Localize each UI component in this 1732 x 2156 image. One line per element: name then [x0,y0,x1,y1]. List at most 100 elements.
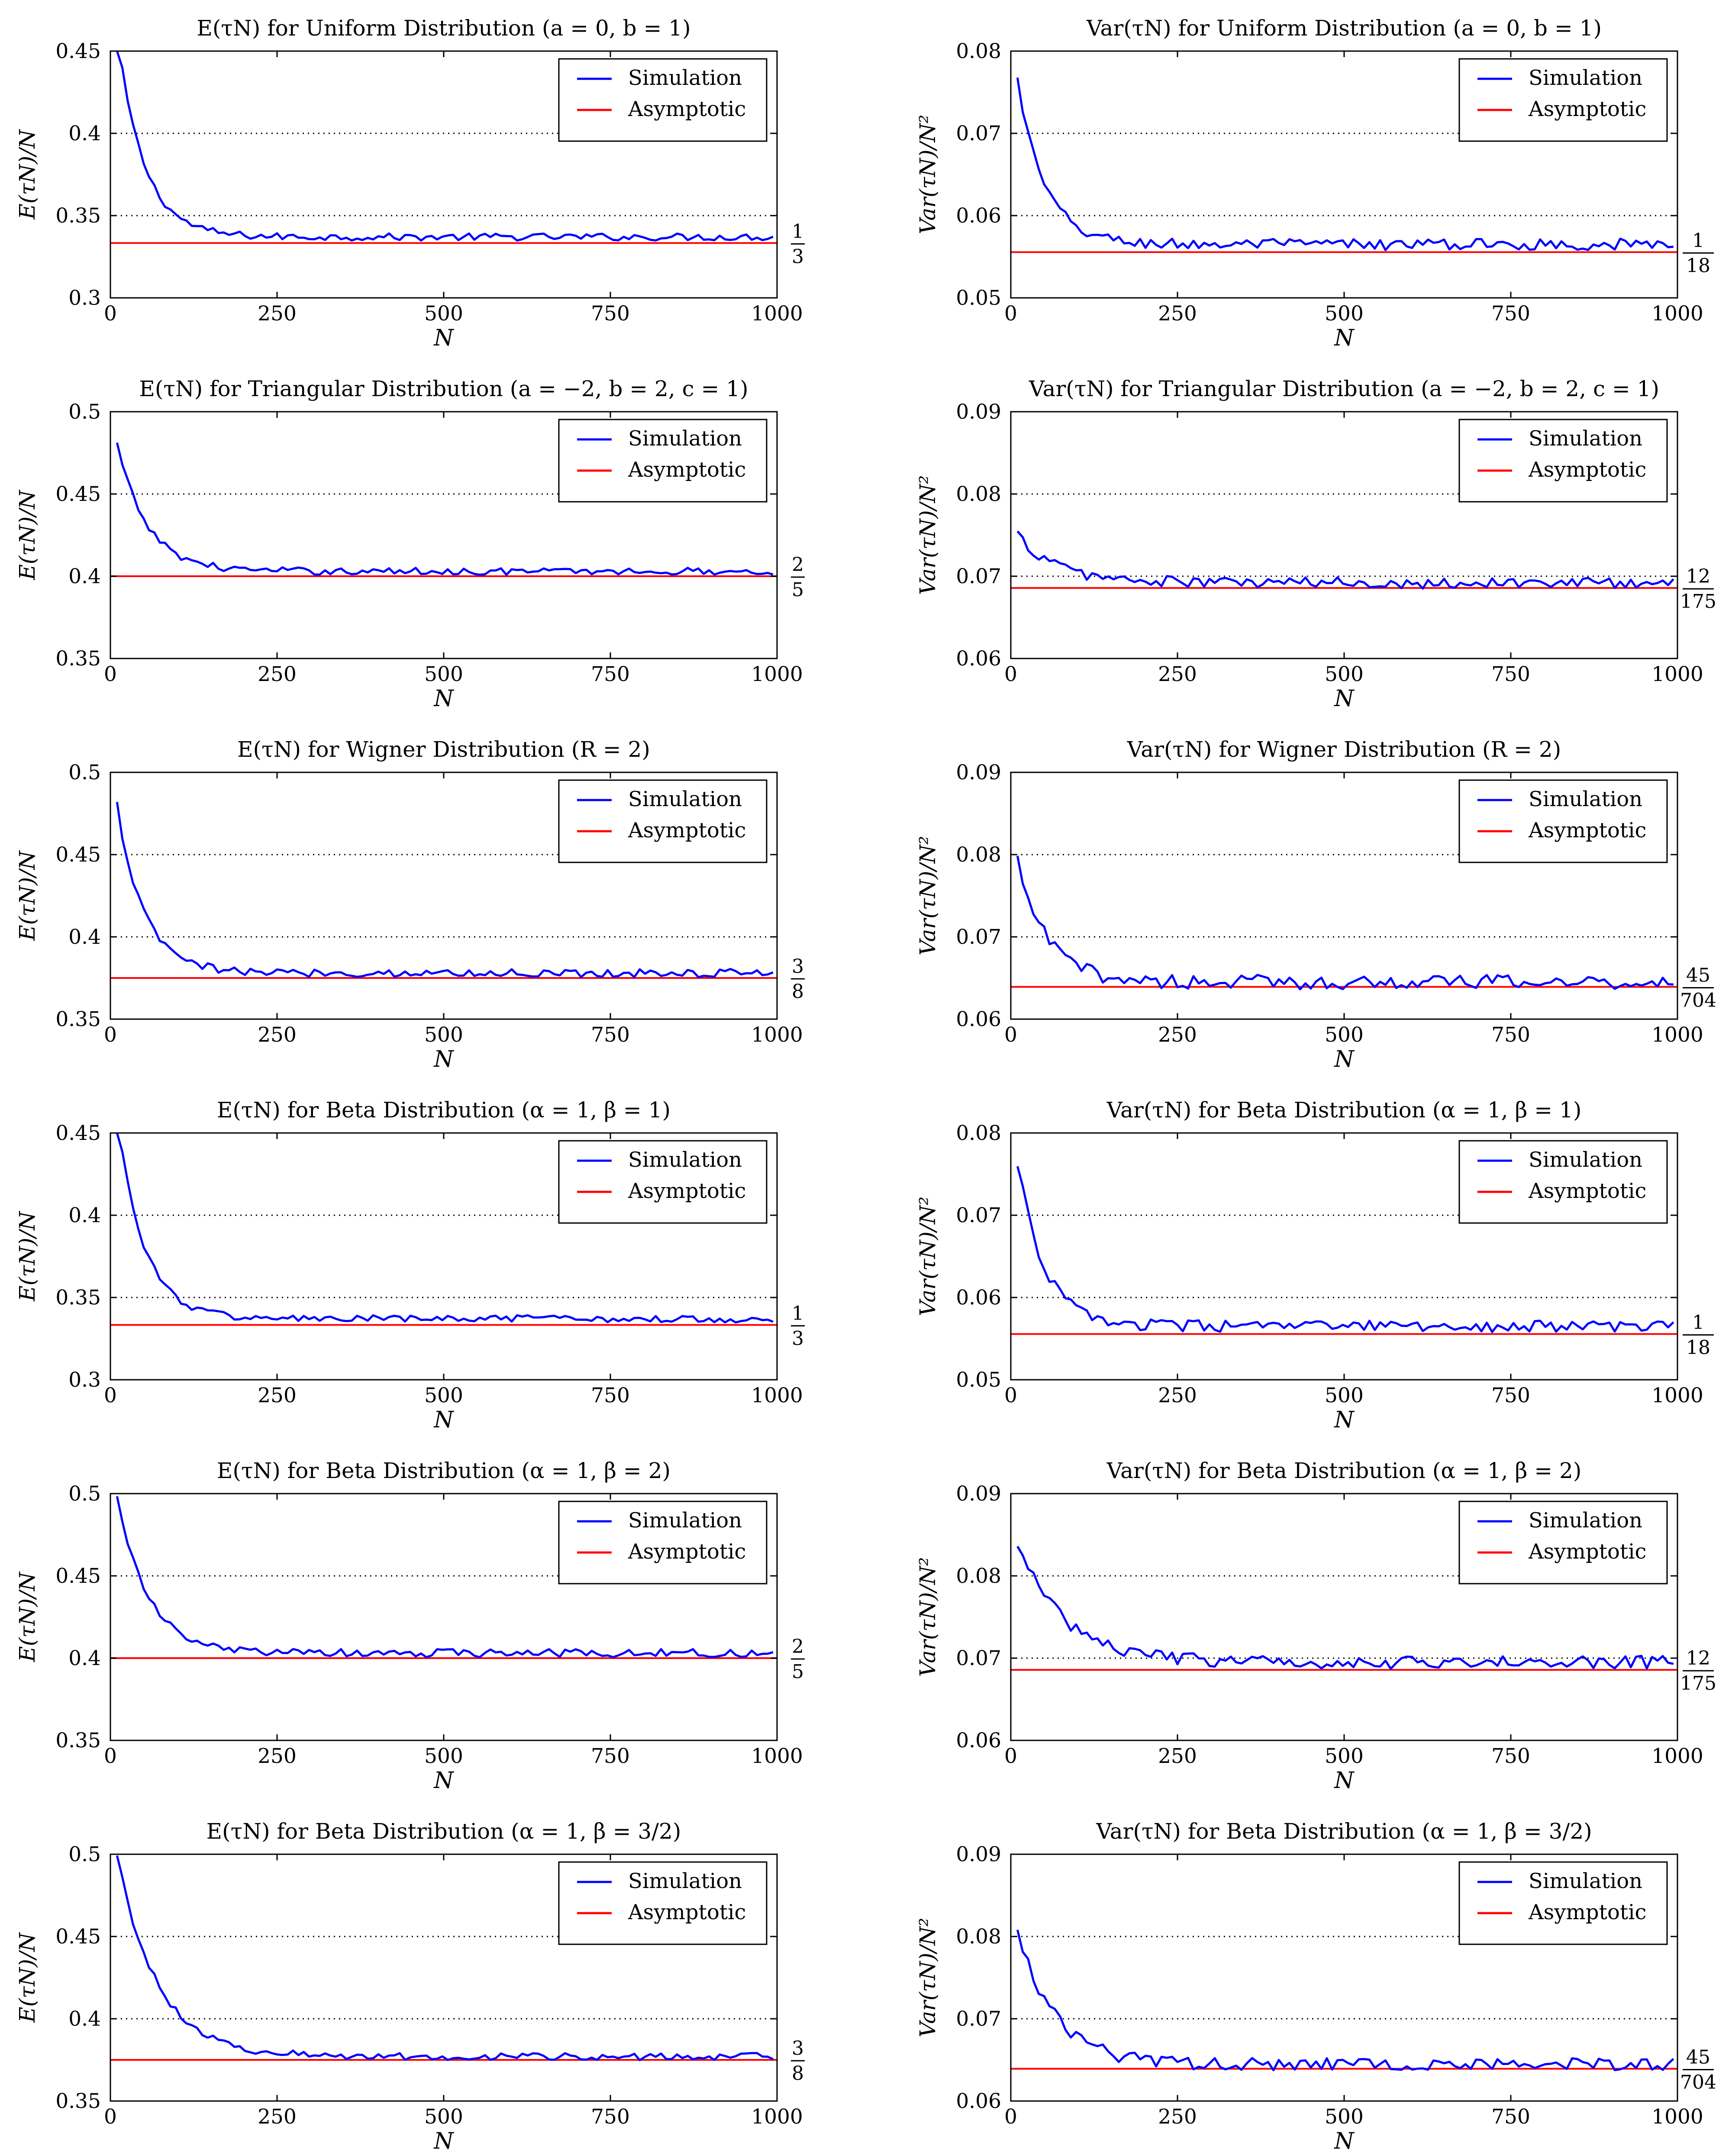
x-tick-label: 500 [1325,1744,1364,1768]
legend: Simulation Asymptotic [1458,1861,1668,1945]
simulation-line [1016,1166,1674,1333]
legend: Simulation Asymptotic [558,1501,768,1585]
x-tick-label: 1000 [1651,1384,1703,1407]
y-axis-label: Var(τN)/N² [915,1197,940,1316]
y-tick-label: 0.35 [55,647,101,671]
y-tick-label: 0.06 [956,1286,1001,1310]
x-tick-label: 750 [1491,662,1530,686]
x-tick-label: 0 [104,1744,117,1768]
asymptote-denominator: 18 [1686,255,1710,277]
x-tick-label: 500 [1325,662,1364,686]
asymptote-denominator: 3 [792,245,804,268]
chart-panel-7: E(τN) for Beta Distribution (α = 1, β = … [15,1097,805,1433]
y-tick-label: 0.45 [55,1121,101,1145]
simulation-line [116,51,774,242]
simulation-line [116,1133,774,1324]
legend-box [558,1140,768,1224]
legend-asymptotic-label: Asymptotic [628,818,746,842]
legend-asymptotic-label: Asymptotic [1528,818,1646,842]
legend-asymptotic-label: Asymptotic [1528,1179,1646,1203]
legend-simulation-label: Simulation [628,1869,742,1893]
y-tick-label: 0.05 [956,1368,1001,1392]
asymptote-denominator: 175 [1680,591,1716,613]
x-tick-label: 750 [1491,1384,1530,1407]
y-axis-label: Var(τN)/N² [915,836,940,955]
legend-box [1458,779,1668,863]
legend-box [1458,1501,1668,1585]
y-tick-label: 0.08 [956,39,1001,63]
y-tick-label: 0.09 [956,1482,1001,1506]
legend-box [558,1501,768,1585]
x-tick-label: 0 [1004,1384,1017,1407]
x-axis-label: N [433,1046,454,1072]
chart-panel-11: E(τN) for Beta Distribution (α = 1, β = … [15,1819,805,2154]
y-tick-label: 0.3 [68,1368,101,1392]
x-tick-label: 500 [424,302,463,326]
y-axis-label: Var(τN)/N² [915,1557,940,1677]
x-axis-label: N [433,1768,454,1794]
y-tick-label: 0.07 [956,1204,1001,1227]
y-tick-label: 0.4 [68,2007,101,2031]
x-tick-label: 0 [1004,302,1017,326]
y-tick-label: 0.45 [55,1564,101,1588]
chart-panel-9: E(τN) for Beta Distribution (α = 1, β = … [15,1458,805,1794]
chart-title: Var(τN) for Triangular Distribution (a =… [1029,376,1659,401]
x-tick-label: 250 [258,302,297,326]
legend-asymptotic-label: Asymptotic [1528,1540,1646,1564]
asymptote-numerator: 3 [792,955,804,978]
simulation-line [116,1855,774,2062]
chart-panel-6: Var(τN) for Wigner Distribution (R = 2) 0… [915,737,1716,1072]
simulation-line [116,1496,774,1659]
legend-asymptotic-label: Asymptotic [628,97,746,121]
x-tick-label: 1000 [751,1744,803,1768]
x-axis-label: N [1333,1768,1355,1794]
x-tick-label: 500 [424,662,463,686]
legend-simulation-label: Simulation [628,1508,742,1533]
x-tick-label: 250 [1158,1744,1197,1768]
asymptote-denominator: 8 [792,981,804,1003]
legend: Simulation Asymptotic [558,779,768,863]
chart-title: E(τN) for Wigner Distribution (R = 2) [237,737,650,762]
x-tick-label: 250 [1158,1023,1197,1047]
asymptote-numerator: 12 [1686,565,1710,587]
x-tick-label: 500 [424,1744,463,1768]
y-tick-label: 0.5 [68,400,101,424]
x-tick-label: 750 [1491,302,1530,326]
y-tick-label: 0.45 [55,39,101,63]
y-tick-label: 0.06 [956,647,1001,671]
x-axis-label: N [1333,1407,1355,1433]
y-tick-label: 0.45 [55,843,101,867]
asymptote-numerator: 1 [1692,229,1704,252]
y-tick-label: 0.09 [956,761,1001,784]
legend-box [1458,58,1668,142]
legend-asymptotic-label: Asymptotic [628,1540,746,1564]
x-axis-label: N [433,686,454,712]
x-tick-label: 0 [104,662,117,686]
chart-panel-1: E(τN) for Uniform Distribution (a = 0, b… [15,16,805,351]
y-tick-label: 0.5 [68,761,101,784]
chart-title: Var(τN) for Beta Distribution (α = 1, β … [1106,1458,1582,1483]
x-tick-label: 0 [1004,662,1017,686]
legend-simulation-label: Simulation [1529,426,1642,451]
x-tick-label: 500 [1325,1023,1364,1047]
x-tick-label: 0 [1004,1744,1017,1768]
y-tick-label: 0.06 [956,2089,1001,2113]
legend-box [1458,419,1668,503]
chart-panel-5: E(τN) for Wigner Distribution (R = 2) 0 25… [15,737,805,1072]
x-tick-label: 0 [104,1384,117,1407]
legend-asymptotic-label: Asymptotic [628,1900,746,1924]
y-tick-label: 0.07 [956,1646,1001,1670]
x-axis-label: N [433,325,454,351]
legend: Simulation Asymptotic [558,1861,768,1945]
x-tick-label: 1000 [751,1023,803,1047]
y-tick-label: 0.05 [956,286,1001,310]
x-axis-label: N [1333,2128,1355,2154]
chart-panel-8: Var(τN) for Beta Distribution (α = 1, β … [915,1097,1714,1433]
x-tick-label: 0 [1004,1023,1017,1047]
x-tick-label: 250 [1158,662,1197,686]
legend-simulation-label: Simulation [1529,66,1642,90]
chart-panel-4: Var(τN) for Triangular Distribution (a =… [915,376,1716,712]
x-tick-label: 0 [104,302,117,326]
simulation-line [116,802,774,978]
